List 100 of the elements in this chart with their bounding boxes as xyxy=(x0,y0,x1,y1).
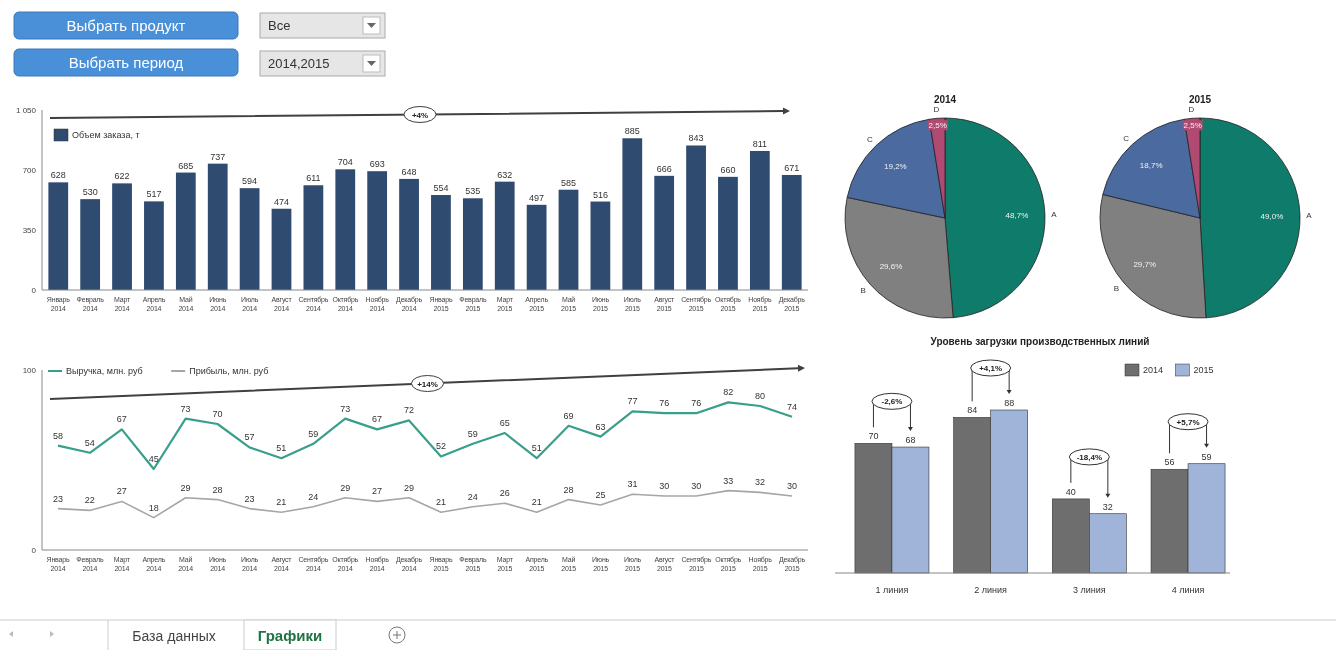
data-label: 21 xyxy=(531,497,542,508)
data-label: 48,7% xyxy=(1005,211,1029,221)
x-tick-label: 4 линия xyxy=(1171,585,1205,595)
data-label: 31 xyxy=(627,479,638,490)
slice-label: D xyxy=(933,105,940,115)
data-label: 671 xyxy=(784,162,800,173)
data-label: 516 xyxy=(592,189,608,200)
data-label: 517 xyxy=(146,189,162,200)
data-label: 28 xyxy=(212,484,223,495)
data-label: 30 xyxy=(659,481,670,491)
data-label: 27 xyxy=(116,486,127,497)
data-label: 21 xyxy=(435,497,446,508)
data-label: 58 xyxy=(52,430,63,441)
data-label: 24 xyxy=(467,491,478,502)
bar xyxy=(462,198,483,290)
data-label: 648 xyxy=(401,166,417,177)
bar xyxy=(367,171,388,290)
data-label: 77 xyxy=(627,396,638,407)
data-label: 530 xyxy=(82,187,98,198)
text: 2014,2015 xyxy=(268,56,330,71)
legend-label: 2014 xyxy=(1143,365,1164,375)
y-tick-label: 1 050 xyxy=(15,106,37,115)
data-label: 18,7% xyxy=(1139,161,1163,171)
data-label: 30 xyxy=(787,481,798,491)
bar xyxy=(654,175,675,290)
bar xyxy=(112,183,132,290)
chart-title: 2014 xyxy=(933,94,957,105)
data-label: 632 xyxy=(497,169,513,180)
data-label: 59 xyxy=(467,428,478,439)
data-label: 693 xyxy=(369,159,385,170)
data-label: 666 xyxy=(656,163,672,174)
data-label: 32 xyxy=(755,477,766,488)
legend-label: Выручка, млн. руб xyxy=(66,366,143,376)
data-label: 885 xyxy=(624,126,640,137)
bar xyxy=(80,199,101,290)
bar xyxy=(590,201,611,290)
data-label: 84 xyxy=(967,405,978,416)
bar xyxy=(781,174,802,290)
legend-label: Объем заказа, т xyxy=(72,130,140,140)
data-label: 72 xyxy=(404,405,415,416)
data-label: 554 xyxy=(433,183,449,194)
data-label: 59 xyxy=(308,428,319,439)
data-label: 73 xyxy=(180,403,191,414)
bar xyxy=(718,176,738,290)
data-label: 33 xyxy=(723,475,734,486)
data-label: 29,7% xyxy=(1133,260,1157,270)
text: Все xyxy=(268,18,291,33)
x-tick-label: 3 линия xyxy=(1073,585,1106,595)
annotation: +5,7% xyxy=(1176,417,1200,427)
annotation: +4% xyxy=(411,110,429,120)
data-label: 49,0% xyxy=(1260,211,1284,221)
data-label: 628 xyxy=(50,170,66,181)
data-label: 535 xyxy=(465,186,481,197)
data-label: 22 xyxy=(84,495,95,506)
data-label: 811 xyxy=(752,138,768,149)
slice-label: C xyxy=(1123,133,1130,143)
bar xyxy=(622,138,643,290)
data-label: 52 xyxy=(435,441,446,452)
data-label: 57 xyxy=(244,432,255,443)
data-label: 80 xyxy=(755,391,766,401)
bar xyxy=(686,145,706,290)
data-label: 27 xyxy=(372,486,383,497)
data-label: 76 xyxy=(659,398,670,409)
data-label: 59 xyxy=(1201,451,1212,462)
legend-label: Прибыль, млн. руб xyxy=(189,366,269,376)
bar xyxy=(207,163,228,290)
bar xyxy=(303,185,324,290)
data-label: 29 xyxy=(340,482,351,493)
data-label: 67 xyxy=(372,414,383,425)
data-label: 843 xyxy=(688,133,704,144)
data-label: 70 xyxy=(212,409,223,419)
data-label: 660 xyxy=(720,164,736,175)
data-label: 73 xyxy=(340,403,351,414)
bar xyxy=(239,188,260,290)
bar xyxy=(526,204,547,290)
data-label: 82 xyxy=(723,387,734,398)
y-tick-label: 0 xyxy=(31,286,37,295)
chart-title: 2015 xyxy=(1188,94,1212,105)
data-label: 26 xyxy=(499,488,510,499)
data-label: 32 xyxy=(1102,501,1113,512)
y-tick-label: 100 xyxy=(22,366,37,375)
data-label: 28 xyxy=(563,484,574,495)
y-tick-label: 350 xyxy=(22,226,37,235)
data-label: 29,6% xyxy=(879,261,903,271)
slice-label: C xyxy=(867,135,873,145)
data-label: 74 xyxy=(787,401,798,412)
data-label: 23 xyxy=(244,493,255,504)
data-label: 2,5% xyxy=(1183,121,1202,131)
bar xyxy=(335,169,356,290)
bar xyxy=(431,195,451,290)
data-label: 45 xyxy=(148,454,159,464)
data-label: 88 xyxy=(1004,398,1015,408)
data-label: 65 xyxy=(499,418,510,428)
data-label: 54 xyxy=(84,437,95,448)
data-label: 30 xyxy=(691,481,702,491)
slice-label: B xyxy=(1113,283,1120,293)
data-label: 51 xyxy=(531,443,542,454)
text: +4,1% xyxy=(979,364,1003,373)
data-label: 51 xyxy=(276,443,287,454)
data-label: 585 xyxy=(560,177,577,188)
